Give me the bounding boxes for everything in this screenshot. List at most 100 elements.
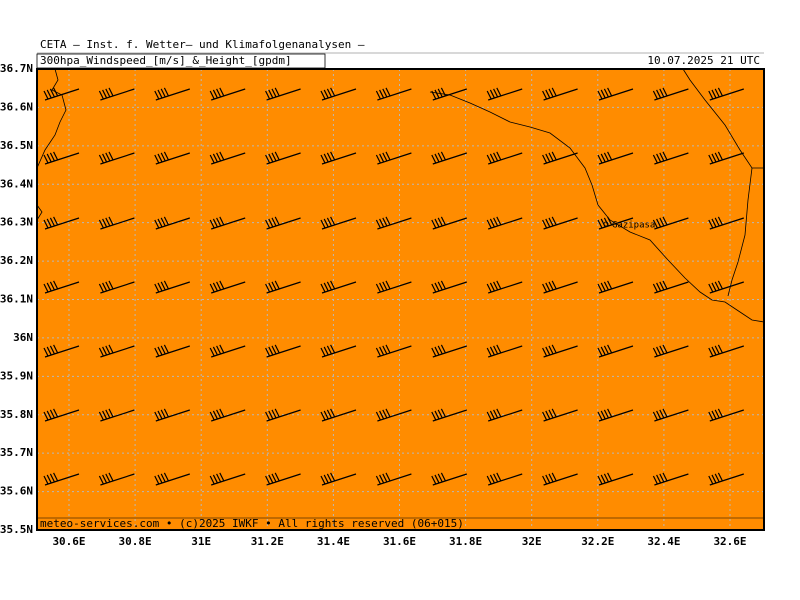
wind-barb: [763, 412, 764, 413]
wind-barb: [98, 280, 135, 294]
wind-barb: [542, 151, 578, 165]
wind-barb: [375, 216, 412, 230]
header-subtitle: 300hpa_Windspeed_[m/s]_&_Height_[gpdm]: [40, 54, 292, 67]
wind-barb: [486, 344, 523, 358]
lon-label: 31.2E: [251, 535, 284, 548]
wind-barb: [98, 87, 135, 101]
wind-barb: [320, 151, 357, 165]
wind-barb: [154, 472, 190, 486]
wind-barb: [375, 344, 412, 358]
wind-barb: [708, 472, 744, 486]
wind-barb: [763, 91, 764, 92]
place-label: Gazipasa: [612, 221, 655, 231]
wind-barb: [763, 155, 764, 156]
wind-barb: [98, 151, 135, 165]
wind-barb: [265, 151, 301, 165]
wind-barb: [486, 151, 523, 165]
wind-barb: [542, 87, 578, 101]
wind-barb: [763, 476, 764, 477]
wind-barb: [154, 280, 190, 294]
wind-barb: [209, 216, 246, 230]
wind-barb: [486, 472, 523, 486]
lat-label: 36.1N: [0, 293, 33, 306]
coast-east: [429, 91, 765, 323]
wind-barb: [652, 472, 689, 486]
wind-barb: [652, 216, 689, 230]
wind-barb: [43, 216, 80, 230]
border-2: [727, 167, 753, 297]
wind-barb: [43, 151, 80, 165]
wind-barb: [209, 408, 246, 422]
header-title: CETA — Inst. f. Wetter— und Klimafolgena…: [40, 38, 365, 51]
wind-barb: [98, 216, 135, 230]
axis-labels: 36.7N 36.6N 36.5N 36.4N 36.3N 36.2N 36.1N 36N 35…: [0, 62, 747, 548]
wind-barb: [486, 216, 523, 230]
lon-label: 31.6E: [383, 535, 416, 548]
wind-barb: [209, 151, 246, 165]
wind-barb: [98, 472, 135, 486]
wind-barb: [154, 216, 190, 230]
wind-barb: [486, 87, 523, 101]
wind-barb: [98, 344, 135, 358]
wind-barb: [320, 87, 357, 101]
graticule: [37, 69, 764, 530]
footer: meteo-services.com • (c)2025 IWKF • All …: [40, 517, 464, 530]
wind-barb: [265, 344, 301, 358]
wind-barb: [154, 151, 190, 165]
wind-barb: [209, 87, 246, 101]
wind-barb: [708, 216, 744, 230]
wind-barb: [375, 151, 412, 165]
wind-barb: [597, 151, 634, 165]
lat-label: 35.7N: [0, 446, 33, 459]
wind-barb: [98, 408, 135, 422]
wind-barb: [652, 151, 689, 165]
wind-barb: [597, 472, 634, 486]
wind-barb: [542, 344, 578, 358]
lat-label: 36.4N: [0, 177, 33, 190]
lat-label: 36.3N: [0, 216, 33, 229]
lon-label: 30.6E: [52, 535, 85, 548]
lon-label: 30.8E: [119, 535, 152, 548]
wind-barb: [652, 280, 689, 294]
wind-barb: [431, 216, 467, 230]
wind-barb: [320, 280, 357, 294]
wind-barb: [542, 472, 578, 486]
wind-barb: [320, 216, 357, 230]
wind-barb: [154, 87, 190, 101]
wind-barb: [431, 344, 467, 358]
coast-west-2: [36, 204, 43, 221]
wind-barb: [708, 280, 744, 294]
wind-barb: [431, 280, 467, 294]
wind-barb: [209, 344, 246, 358]
lat-label: 35.6N: [0, 485, 33, 498]
wind-barb: [265, 87, 301, 101]
place-marker: [603, 221, 609, 227]
wind-barb: [154, 344, 190, 358]
lon-label: 32.4E: [647, 535, 680, 548]
wind-barb: [431, 472, 467, 486]
wind-barb: [763, 284, 764, 285]
lon-label: 31.4E: [317, 535, 350, 548]
wind-barb: [209, 280, 246, 294]
wind-barb: [597, 408, 634, 422]
wind-barb: [43, 280, 80, 294]
wind-barb: [320, 472, 357, 486]
wind-barb: [265, 472, 301, 486]
lat-label: 36.6N: [0, 100, 33, 113]
wind-barb: [708, 151, 744, 165]
lat-label: 36.7N: [0, 62, 33, 75]
wind-barb: [652, 408, 689, 422]
coast-west: [36, 68, 67, 169]
wind-barb: [265, 280, 301, 294]
lon-label: 32.2E: [581, 535, 614, 548]
wind-barb: [431, 87, 467, 101]
wind-barb: [43, 87, 80, 101]
wind-barb: [542, 280, 578, 294]
lat-label: 36N: [13, 331, 33, 344]
wind-barb: [43, 344, 80, 358]
wind-barb: [320, 408, 357, 422]
lon-label: 31.8E: [449, 535, 482, 548]
wind-barb: [375, 280, 412, 294]
wind-barb: [320, 344, 357, 358]
wind-barb: [652, 344, 689, 358]
